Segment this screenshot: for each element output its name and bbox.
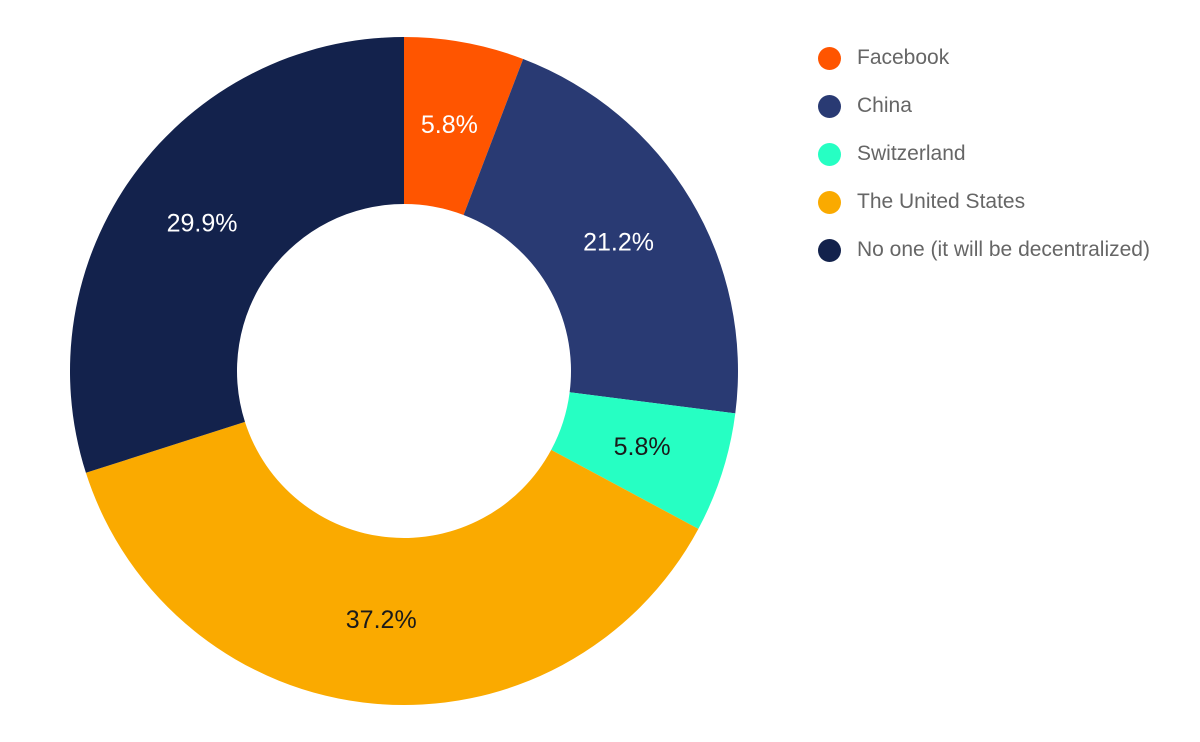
legend-label: Facebook [857,46,950,69]
legend-item-switzerland: Switzerland [818,130,1150,178]
legend-label: No one (it will be decentralized) [857,238,1150,261]
slice-label-china: 21.2% [583,229,654,257]
legend-item-china: China [818,82,1150,130]
legend-label: China [857,94,912,117]
legend-swatch [818,238,841,262]
legend-item-no-one-it-will-be-decentralized: No one (it will be decentralized) [818,226,1150,274]
legend: Facebook China Switzerland The United State… [818,34,1150,274]
slice-label-facebook: 5.8% [421,111,478,139]
slice-labels: 5.8% 21.2% 5.8% 37.2% 29.9% [167,111,671,634]
slice-the-united-states [85,421,699,705]
slice-label-the-united-states: 37.2% [346,606,417,634]
slice-no-one-it-will-be-decentralized [69,37,404,473]
legend-swatch [818,46,841,70]
legend-swatch [818,190,841,214]
legend-item-facebook: Facebook [818,34,1150,82]
legend-swatch [818,142,841,166]
slice-facebook [404,37,524,215]
slice-switzerland [551,392,736,529]
slice-label-switzerland: 5.8% [614,433,671,461]
legend-item-the-united-states: The United States [818,178,1150,226]
donut-slices [69,37,739,705]
legend-label: The United States [857,190,1026,213]
donut-chart: 5.8% 21.2% 5.8% 37.2% 29.9% [69,37,739,705]
slice-label-no-one-it-will-be-decentralized: 29.9% [167,210,238,238]
legend-label: Switzerland [857,142,966,165]
slice-china [463,58,739,414]
legend-swatch [818,94,841,118]
